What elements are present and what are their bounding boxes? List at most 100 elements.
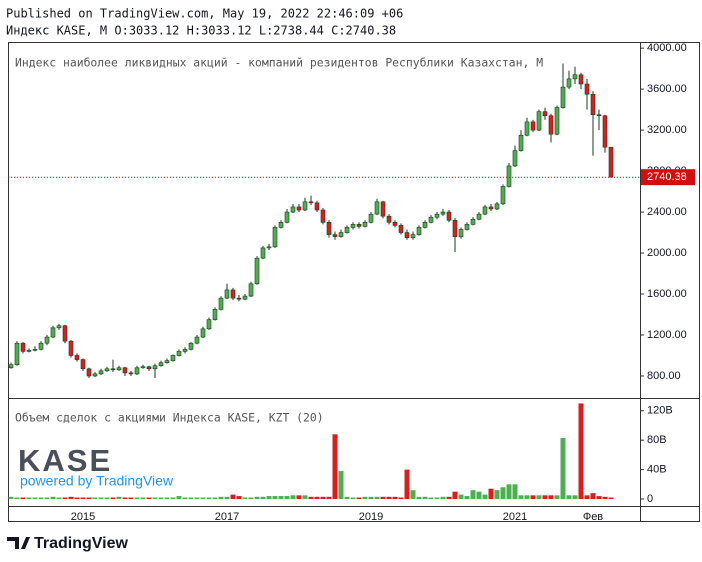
volume-bar bbox=[302, 495, 308, 500]
y-tick-label: 2400.00 bbox=[647, 206, 687, 218]
volume-bar bbox=[476, 491, 482, 500]
candle-body bbox=[98, 370, 104, 375]
y-tick-label: 2000.00 bbox=[647, 247, 687, 259]
candle-body bbox=[32, 349, 38, 351]
candle-body bbox=[272, 227, 278, 248]
volume-bar bbox=[332, 434, 338, 500]
candle-body bbox=[8, 364, 14, 369]
candle-body bbox=[488, 206, 494, 210]
volume-bar bbox=[74, 497, 80, 500]
volume-bar bbox=[242, 497, 248, 500]
candle-body bbox=[560, 86, 566, 108]
candle-body bbox=[368, 213, 374, 223]
chart-frame bbox=[8, 42, 700, 522]
volume-bar bbox=[404, 469, 410, 500]
candle-body bbox=[554, 107, 560, 135]
volume-bar bbox=[296, 495, 302, 500]
candle-body bbox=[374, 201, 380, 215]
y-tick-label: 80B bbox=[647, 434, 667, 446]
volume-bar bbox=[350, 497, 356, 500]
volume-bar bbox=[458, 494, 464, 500]
volume-bar bbox=[152, 497, 158, 500]
volume-bar bbox=[200, 497, 206, 500]
candle-body bbox=[80, 359, 86, 370]
y-tick-label: 40B bbox=[647, 464, 667, 476]
volume-bar bbox=[530, 495, 536, 500]
volume-bar bbox=[32, 497, 38, 500]
volume-bar bbox=[158, 497, 164, 500]
volume-bar bbox=[356, 497, 362, 500]
volume-bar bbox=[386, 496, 392, 500]
volume-bar bbox=[494, 490, 500, 500]
volume-bar bbox=[92, 497, 98, 500]
volume-bar bbox=[578, 403, 584, 500]
candle-body bbox=[278, 222, 284, 228]
volume-bar bbox=[428, 497, 434, 500]
candle-body bbox=[356, 224, 362, 227]
volume-bar bbox=[290, 495, 296, 500]
candle-body bbox=[158, 362, 164, 367]
volume-bar bbox=[422, 496, 428, 500]
volume-bar bbox=[596, 496, 602, 500]
candle-body bbox=[260, 247, 266, 259]
volume-bar bbox=[554, 495, 560, 500]
candle-body bbox=[86, 368, 92, 377]
volume-bar bbox=[452, 491, 458, 500]
candle-body bbox=[56, 325, 62, 329]
tv-icon bbox=[7, 537, 30, 549]
volume-bar bbox=[260, 496, 266, 500]
candle-body bbox=[584, 83, 590, 95]
volume-bar bbox=[368, 496, 374, 500]
volume-bar bbox=[182, 497, 188, 500]
volume-bar bbox=[110, 497, 116, 500]
volume-bar bbox=[164, 497, 170, 500]
candle-body bbox=[104, 368, 110, 372]
volume-bar bbox=[104, 497, 110, 500]
candle-body bbox=[578, 74, 584, 85]
candle-body bbox=[296, 206, 302, 211]
volume-bar bbox=[194, 497, 200, 500]
volume-bar bbox=[146, 497, 152, 500]
candle-body bbox=[50, 327, 56, 338]
volume-bar bbox=[128, 497, 134, 500]
volume-bar bbox=[254, 496, 260, 500]
volume-bar bbox=[374, 496, 380, 500]
candle-body bbox=[26, 350, 32, 352]
candle-body bbox=[14, 342, 20, 366]
candle-body bbox=[170, 355, 176, 361]
volume-bar bbox=[512, 484, 518, 500]
candle-body bbox=[308, 201, 314, 204]
volume-bar bbox=[224, 496, 230, 500]
candle-body bbox=[398, 225, 404, 233]
x-tick-label: 2021 bbox=[503, 511, 527, 523]
candle-body bbox=[518, 134, 524, 151]
candle-body bbox=[116, 367, 122, 371]
volume-bar bbox=[572, 495, 578, 500]
candle-body bbox=[362, 222, 368, 227]
volume-bar bbox=[566, 495, 572, 500]
volume-bar bbox=[608, 497, 614, 500]
volume-bar bbox=[518, 495, 524, 500]
candle-body bbox=[476, 213, 482, 220]
volume-bar bbox=[8, 496, 14, 500]
x-tick-label: 2015 bbox=[71, 511, 95, 523]
candle-body bbox=[536, 111, 542, 131]
volume-bar bbox=[248, 497, 254, 500]
candle-body bbox=[416, 227, 422, 235]
candle-body bbox=[506, 165, 512, 187]
published-note: Published on TradingView.com, May 19, 20… bbox=[6, 7, 403, 21]
candle-body bbox=[164, 360, 170, 363]
volume-bar bbox=[278, 496, 284, 500]
volume-bar bbox=[344, 496, 350, 500]
volume-bar bbox=[446, 496, 452, 500]
candle-body bbox=[266, 246, 272, 249]
volume-bar bbox=[314, 496, 320, 500]
volume-bar bbox=[416, 496, 422, 500]
volume-bar bbox=[398, 497, 404, 500]
volume-bar bbox=[326, 496, 332, 500]
volume-bar bbox=[80, 497, 86, 500]
candle-body bbox=[236, 297, 242, 300]
volume-bar bbox=[188, 497, 194, 500]
candle-body bbox=[38, 342, 44, 350]
x-tick-label: 2017 bbox=[215, 511, 239, 523]
